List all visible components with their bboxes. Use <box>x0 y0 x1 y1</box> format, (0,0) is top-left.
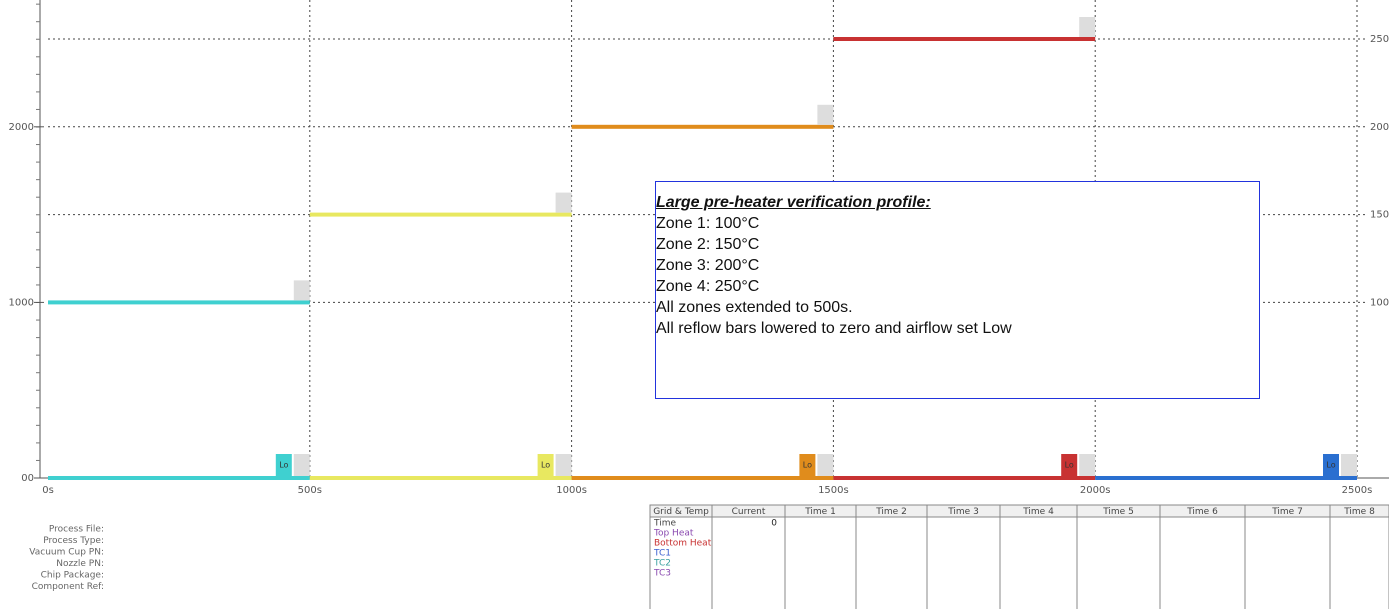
note-line: All zones extended to 500s. <box>656 299 853 316</box>
info-label: Vacuum Cup PN: <box>29 548 104 558</box>
reflow-handle <box>817 454 834 476</box>
table-cell: Time <box>653 519 676 529</box>
y2-tick-label: 200 <box>1370 122 1389 133</box>
note-title: Large pre-heater verification profile: <box>656 194 931 211</box>
x-tick-label: 0s <box>42 485 54 496</box>
note-line: All reflow bars lowered to zero and airf… <box>656 320 1012 337</box>
note-line: Zone 2: 150°C <box>656 236 760 253</box>
x-tick-label: 1500s <box>818 485 849 496</box>
zone-bar <box>309 212 572 217</box>
x-tick-label: 2500s <box>1342 485 1373 496</box>
zone-bar <box>833 37 1096 41</box>
x-tick-label: 1000s <box>556 485 587 496</box>
note-box: Large pre-heater verification profile: Z… <box>655 181 1260 399</box>
note-line: Zone 3: 200°C <box>656 257 760 274</box>
table-header: Time 1 <box>804 507 836 517</box>
zone-handle <box>555 192 572 213</box>
table-header: Time 3 <box>947 507 979 517</box>
table-cell: 0 <box>771 519 777 529</box>
reflow-handle <box>555 454 572 476</box>
airflow-marker <box>537 454 554 476</box>
info-label: Process Type: <box>43 536 104 546</box>
table-cell: TC1 <box>653 549 671 559</box>
y-tick-label: 1000 <box>9 297 34 308</box>
table-header: Time 8 <box>1343 507 1375 517</box>
reflow-handle <box>1341 454 1357 476</box>
zone-handle <box>1079 17 1096 37</box>
y2-tick-label: 150 <box>1370 210 1389 221</box>
x-tick-label: 500s <box>298 485 322 496</box>
zone-handle <box>293 280 310 301</box>
reflow-handle <box>1079 454 1096 476</box>
zone-bar <box>571 124 834 129</box>
table-header: Current <box>732 507 766 517</box>
table-cell: Bottom Heat <box>654 539 712 549</box>
table-cell: TC2 <box>653 559 671 569</box>
y2-tick-label: 250 <box>1370 34 1389 45</box>
y2-tick-label: 100 <box>1370 297 1389 308</box>
zone-handle <box>817 104 834 125</box>
note-line: Zone 1: 100°C <box>656 215 760 232</box>
table-cell: TC3 <box>653 569 671 579</box>
note-lines: Zone 1: 100°C Zone 2: 150°C Zone 3: 200°C Z… <box>656 213 1259 339</box>
reflow-bar <box>1095 476 1357 480</box>
table-header: Grid & Temp <box>653 507 709 517</box>
y-tick-label: 2000 <box>9 122 34 133</box>
note-line: Zone 4: 250°C <box>656 278 760 295</box>
airflow-marker <box>1323 454 1339 476</box>
reflow-bar <box>48 476 310 480</box>
airflow-label: Lo <box>1326 461 1335 470</box>
info-label: Nozzle PN: <box>56 559 104 569</box>
info-label: Component Ref: <box>32 582 104 592</box>
zone-bar <box>48 300 310 305</box>
airflow-marker <box>1061 454 1078 476</box>
airflow-label: Lo <box>541 461 550 470</box>
reflow-bar <box>833 476 1096 480</box>
table-header: Time 6 <box>1186 507 1218 517</box>
airflow-label: Lo <box>279 461 288 470</box>
x-tick-label: 2000s <box>1080 485 1111 496</box>
airflow-label: Lo <box>803 461 812 470</box>
table-header: Time 2 <box>875 507 907 517</box>
table-cell: Top Heat <box>653 529 694 539</box>
info-label: Process File: <box>49 525 104 535</box>
y-tick-label: 00 <box>21 473 34 484</box>
table-header: Time 7 <box>1271 507 1303 517</box>
reflow-handle <box>293 454 310 476</box>
reflow-bar <box>571 476 834 480</box>
info-label: Chip Package: <box>41 571 104 581</box>
airflow-marker <box>275 454 292 476</box>
airflow-label: Lo <box>1065 461 1074 470</box>
table-header: Time 5 <box>1102 507 1134 517</box>
reflow-bar <box>309 476 572 480</box>
airflow-marker <box>799 454 816 476</box>
table-header: Time 4 <box>1022 507 1054 517</box>
